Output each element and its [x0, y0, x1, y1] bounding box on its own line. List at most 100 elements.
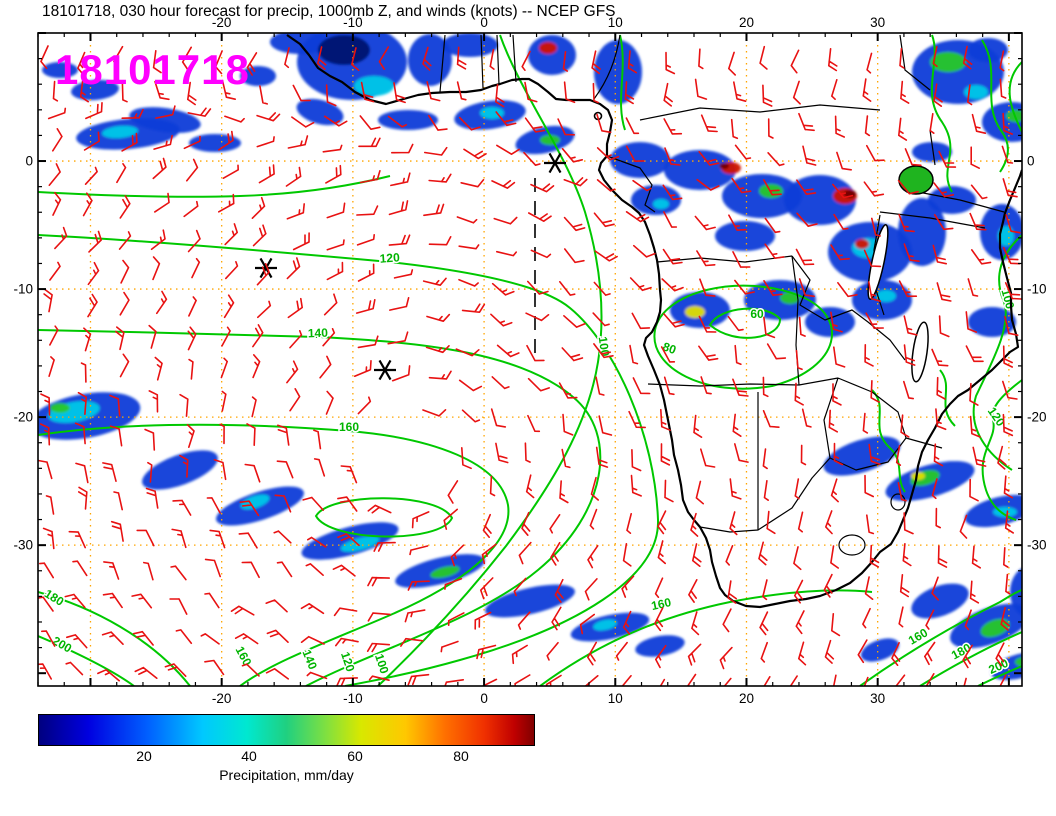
height-contour-label: 100: [999, 287, 1018, 310]
wind-barb-layer: [38, 45, 1022, 686]
precip-cell: [964, 85, 988, 99]
precip-cell: [635, 635, 685, 657]
height-contour-200-se: [977, 665, 1022, 686]
precip-cell: [539, 42, 557, 54]
height-contour-60-closed: [708, 307, 782, 339]
station-marker-asterisk: [255, 257, 277, 279]
precip-cell: [823, 436, 901, 476]
height-contour-label: 180: [42, 586, 67, 609]
height-contour-180: [38, 591, 191, 686]
height-contour-label: 160: [339, 420, 359, 434]
height-contour-label: 140: [299, 648, 320, 672]
precip-cell: [354, 76, 394, 96]
africa-coastline: [286, 34, 1022, 609]
height-contour-120: [38, 234, 660, 686]
country-border: [593, 34, 621, 100]
precip-cell: [664, 150, 736, 190]
lon-tick-label-top: 30: [870, 15, 885, 30]
colorbar-title: Precipitation, mm/day: [219, 767, 354, 783]
height-contour-160: [38, 423, 510, 686]
precip-cell: [685, 306, 705, 318]
precip-cell: [485, 584, 575, 618]
country-border: [899, 34, 931, 91]
lon-tick-label-bottom: 10: [608, 691, 623, 706]
precip-cell: [102, 125, 138, 139]
precip-cell: [71, 79, 119, 101]
lesotho-border: [838, 534, 866, 556]
precip-cell: [430, 565, 460, 579]
lake-malawi: [911, 321, 929, 383]
eswatini-border: [890, 493, 906, 511]
precip-cell: [318, 35, 370, 65]
height-contour-equatorial: [38, 175, 391, 198]
country-border: [639, 104, 881, 121]
height-contour-200: [38, 635, 135, 686]
lat-tick-label-right: 0: [1027, 154, 1035, 169]
precip-cell: [528, 35, 576, 75]
precip-cell: [442, 33, 498, 57]
lon-tick-label-bottom: 30: [870, 691, 885, 706]
precip-cell: [715, 221, 775, 251]
height-contour-label: 160: [650, 595, 673, 613]
height-contour-squiggle-5: [939, 369, 956, 427]
lon-tick-label-bottom: 0: [480, 691, 488, 706]
station-marker-asterisk: [544, 152, 566, 174]
overlay-markers-layer: [255, 152, 566, 381]
run-timestamp-label: 18101718: [55, 46, 250, 93]
precip-cell: [930, 52, 966, 72]
precip-cell: [719, 163, 729, 169]
precip-cell: [876, 290, 896, 302]
height-contour-label: 140: [308, 326, 329, 341]
lat-tick-label-left: -20: [13, 410, 33, 425]
lake-tanganyika: [867, 224, 889, 300]
lon-tick-label-bottom: -20: [212, 691, 232, 706]
colorbar: 20 40 60 80 Precipitation, mm/day: [38, 714, 535, 783]
lon-tick-label-top: 10: [608, 15, 623, 30]
precip-cell: [860, 638, 900, 662]
height-contour-label: 160: [906, 625, 931, 647]
precip-cell: [408, 34, 452, 86]
lake-victoria: [898, 165, 934, 195]
axis-ticks-layer: [37, 32, 1022, 686]
precip-cell: [1015, 657, 1022, 667]
height-contour-squiggle-4: [871, 389, 906, 493]
height-contour-label: 100: [372, 652, 392, 676]
height-contour-squiggle-6: [619, 34, 626, 131]
colorbar-tick-label: 80: [453, 748, 469, 764]
height-contour-squiggle-3: [1008, 61, 1022, 133]
lat-tick-label-right: -20: [1027, 410, 1047, 425]
country-border: [439, 34, 517, 93]
figure-title: 18101718, 030 hour forecast for precip, …: [42, 3, 616, 20]
precip-cell: [42, 62, 78, 78]
country-border: [606, 155, 656, 213]
wind-barbs: [38, 45, 1022, 686]
lat-tick-label-right: -30: [1027, 538, 1047, 553]
map-frame: [37, 32, 1023, 687]
colorbar-tick-label: 20: [136, 748, 152, 764]
precip-cell: [653, 199, 669, 209]
country-border: [879, 129, 1005, 229]
height-contour-label: 80: [661, 339, 679, 357]
lon-tick-label-bottom: 20: [739, 691, 754, 706]
coastline-layer: [286, 34, 1022, 609]
precip-cell: [911, 583, 969, 619]
precipitation-layer: [38, 33, 1022, 680]
lon-tick-label-top: 0: [480, 15, 488, 30]
precip-cell: [855, 239, 869, 249]
country-border: [699, 457, 831, 533]
precip-cell: [593, 619, 617, 631]
precip-cell: [610, 142, 670, 178]
precip-cell: [722, 174, 802, 218]
country-border: [791, 255, 906, 361]
lon-tick-label-top: -20: [212, 15, 232, 30]
precip-cell: [50, 403, 70, 413]
lat-tick-label-left: -10: [13, 282, 33, 297]
lat-tick-label-right: -10: [1027, 282, 1047, 297]
height-contour-100-east: [972, 234, 1022, 471]
colorbar-tick-label: 60: [347, 748, 363, 764]
colorbar-tick-labels: 20 40 60 80: [38, 746, 535, 766]
precip-cell: [480, 107, 504, 119]
station-marker-asterisk: [374, 359, 396, 381]
height-contour-label: 60: [750, 307, 764, 321]
